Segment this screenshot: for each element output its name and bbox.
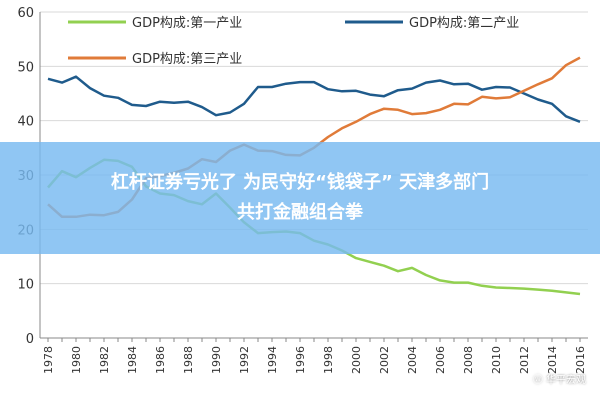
y-tick-label: 60 [17, 6, 34, 21]
y-tick-label: 50 [17, 60, 34, 75]
legend-label: GDP构成:第三产业 [132, 52, 242, 67]
x-tick-label: 1980 [70, 346, 83, 374]
x-tick-label: 1978 [42, 346, 55, 374]
x-tick-label: 2014 [546, 346, 559, 374]
x-tick-label: 2010 [490, 346, 503, 374]
x-tick-label: 1982 [98, 346, 111, 374]
source-watermark: ⓦ 华平宏观 [532, 375, 586, 386]
x-tick-labels: 1978 1980 1982 1984 1986 1988 1990 1992 1994 1996… [42, 346, 587, 374]
x-tick-label: 2004 [406, 346, 419, 374]
y-tick-label: 10 [17, 278, 34, 293]
series-line-2 [47, 75, 581, 123]
x-tick-label: 2012 [518, 346, 531, 374]
legend-label: GDP构成:第二产业 [409, 16, 519, 31]
x-tick-label: 2008 [462, 346, 475, 374]
y-tick-label: 40 [17, 115, 34, 130]
y-tick-label: 0 [26, 332, 34, 347]
x-tick-label: 1994 [266, 346, 279, 374]
headline-line-2: 共打金融组合拳 [237, 202, 363, 223]
legend: GDP构成:第一产业 GDP构成:第二产业 GDP构成:第三产业 [68, 16, 519, 67]
headline-banner[interactable]: 杠杆证券亏光了 为民守好“钱袋子” 天津多部门 共打金融组合拳 [0, 142, 600, 254]
x-tick-label: 1986 [154, 346, 167, 374]
x-tick-label: 2016 [574, 346, 587, 374]
x-tick-label: 1990 [210, 346, 223, 374]
x-tick-label: 2000 [350, 346, 363, 374]
legend-label: GDP构成:第一产业 [132, 16, 242, 31]
x-tick-label: 1988 [182, 346, 195, 374]
x-tick-label: 1992 [238, 346, 251, 374]
x-tick-label: 2006 [434, 346, 447, 374]
headline-line-1: 杠杆证券亏光了 为民守好“钱袋子” 天津多部门 [110, 172, 490, 193]
x-tick-label: 2002 [378, 346, 391, 374]
x-tick-label: 1996 [294, 346, 307, 374]
x-tick-label: 1998 [322, 346, 335, 374]
x-tick-label: 1984 [126, 346, 139, 374]
